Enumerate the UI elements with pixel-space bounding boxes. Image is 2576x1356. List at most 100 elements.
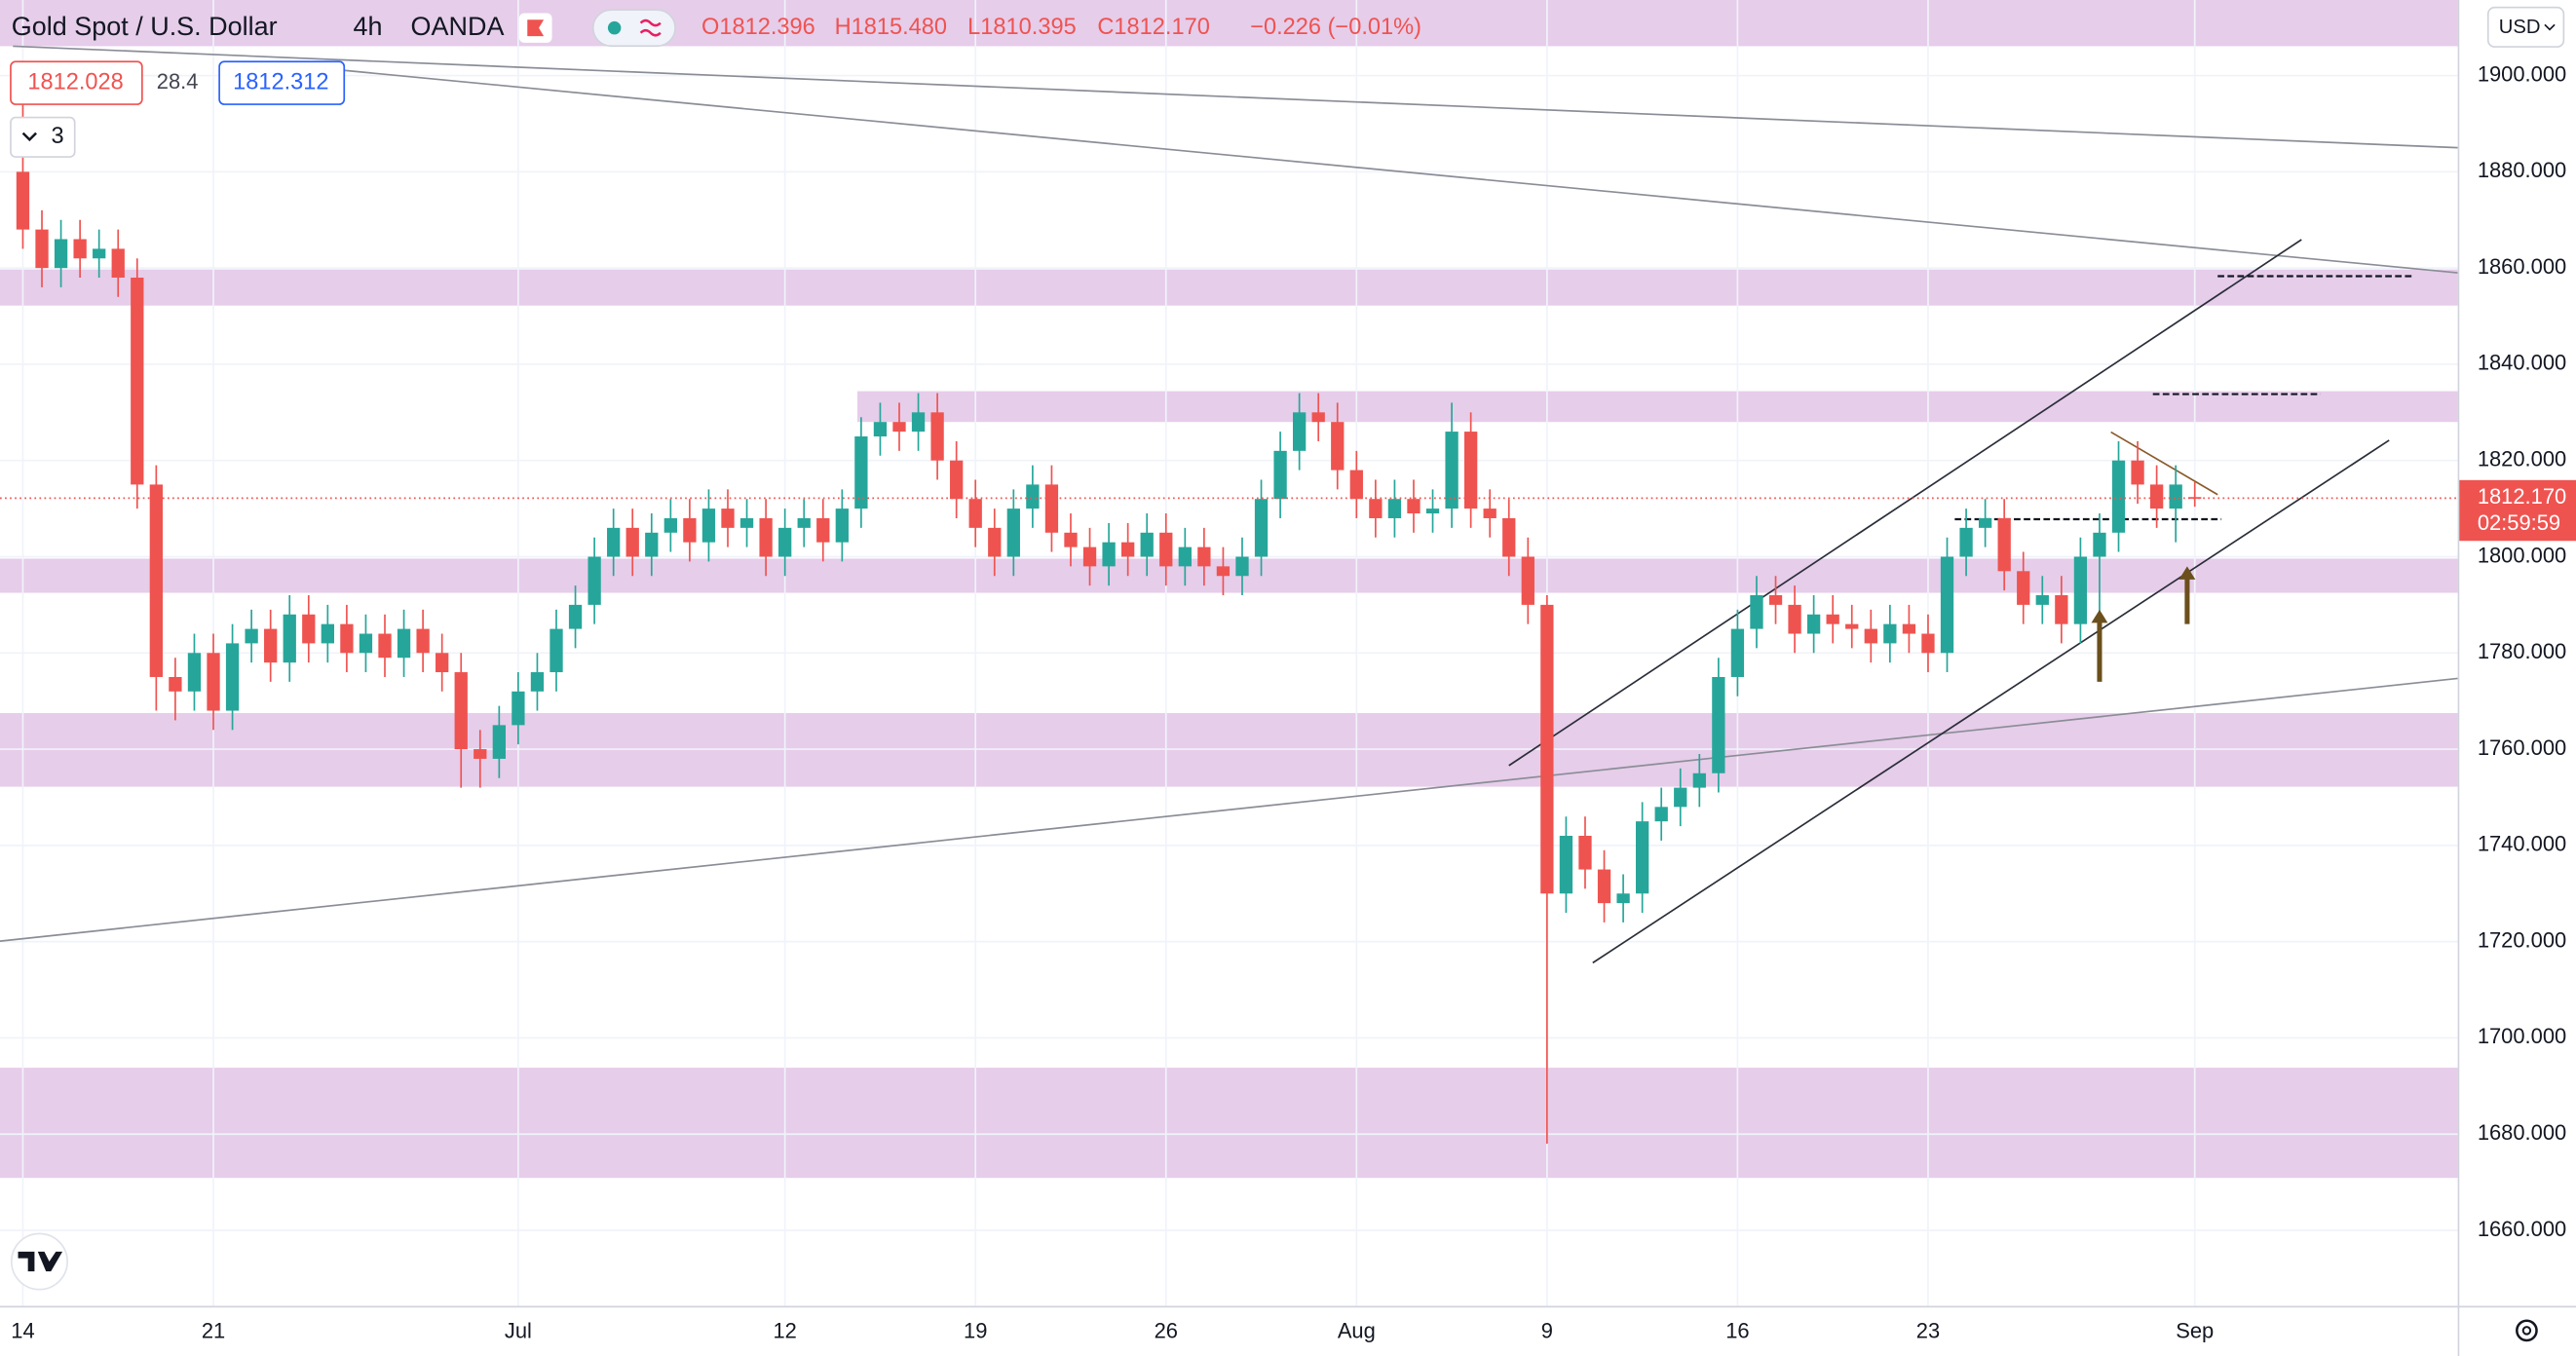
candle-body [111, 248, 125, 279]
candle-body [1235, 556, 1249, 577]
candle-body [397, 628, 411, 659]
candle-body [359, 633, 373, 654]
drawings [0, 45, 2458, 964]
candle-body [2111, 460, 2126, 533]
currency: USD [2499, 17, 2541, 38]
x-tick-label: 21 [202, 1318, 225, 1342]
ohlc-change: −0.226 (−0.01%) [1250, 15, 1421, 40]
y-tick-label: 1720.000 [2478, 927, 2566, 952]
candle-body [1254, 499, 1269, 557]
buy-button[interactable] [218, 60, 346, 105]
trend-line [0, 677, 2458, 942]
candles [16, 99, 2202, 1145]
candle-body [1578, 835, 1592, 870]
candle-body [416, 628, 430, 654]
candle-body [988, 527, 1002, 557]
candle-body [283, 614, 296, 663]
x-tick-label: 23 [1916, 1318, 1940, 1342]
y-tick-label: 1700.000 [2478, 1024, 2566, 1048]
candle-body [1750, 595, 1763, 629]
candle-body [968, 499, 982, 528]
indicator-count: 3 [51, 124, 63, 149]
candle-body [1978, 517, 1992, 528]
candle-body [511, 691, 525, 726]
candle-body [930, 412, 944, 461]
candle-body [454, 672, 468, 750]
flag-shape [527, 19, 545, 37]
candle-body [1273, 450, 1287, 500]
trend-line [13, 45, 2458, 149]
candle-body [1730, 628, 1745, 677]
status-pill[interactable] [591, 9, 676, 48]
candle-body [568, 604, 583, 629]
candle-body [2017, 571, 2030, 605]
candle-body [474, 749, 487, 759]
candle-body [1940, 556, 1954, 654]
overlay [0, 497, 2458, 682]
candle-body [340, 623, 354, 654]
candle-body [1883, 623, 1897, 644]
currency-button[interactable] [2486, 6, 2565, 48]
candle-body [1635, 821, 1649, 894]
x-tick-label: Jul [505, 1318, 532, 1342]
candle-body [1654, 807, 1668, 822]
candle-body [854, 436, 868, 509]
candle-body [1445, 432, 1458, 509]
candle-body [1502, 517, 1516, 557]
y-tick-label: 1680.000 [2478, 1120, 2566, 1145]
trend-line [1592, 439, 2390, 964]
candle-body [873, 422, 888, 437]
indicators-toggle[interactable] [10, 116, 76, 158]
sell-button[interactable] [10, 60, 143, 105]
ohlc-close: C1812.170 [1097, 15, 1209, 40]
y-tick-label: 1880.000 [2478, 158, 2566, 182]
candle-body [835, 508, 849, 543]
candle-body [1959, 527, 1973, 557]
candle-body [2073, 556, 2088, 624]
candle-body [1082, 546, 1097, 567]
candle-body [701, 508, 716, 543]
candle-body [245, 628, 258, 644]
tv-logo[interactable] [10, 1232, 68, 1291]
candle-body [1006, 508, 1020, 557]
candle-body [950, 460, 964, 500]
trend-line [327, 67, 2458, 274]
source: OANDA [411, 12, 505, 41]
candle-body [1407, 499, 1421, 514]
spread: 28.4 [157, 69, 199, 94]
candle-body [549, 628, 563, 673]
y-tick-label: 1900.000 [2478, 61, 2566, 86]
candle-body [797, 517, 811, 528]
candle-body [302, 614, 316, 644]
status-dot [607, 20, 622, 35]
candle-body [2131, 460, 2144, 485]
candle-body [225, 643, 240, 711]
wave-icon [639, 19, 662, 37]
candle-body [35, 229, 49, 269]
candle-body [1044, 484, 1059, 533]
candle-body [436, 653, 449, 673]
last-price-label: 1812.170 [2478, 484, 2566, 508]
x-tick-label: 19 [964, 1318, 987, 1342]
candle-body [1369, 499, 1383, 518]
arrow-head [2091, 609, 2108, 623]
x-tick-label: 9 [1541, 1318, 1553, 1342]
candle-body [2035, 595, 2049, 605]
candle-body [1102, 542, 1116, 567]
candle-body [1540, 604, 1554, 894]
candle-body [587, 556, 601, 605]
candle-body [1178, 546, 1192, 567]
candle-body [721, 508, 735, 528]
x-tick-label: 14 [11, 1318, 34, 1342]
chevron-icon [21, 132, 37, 142]
candle-body [663, 517, 677, 533]
candle-body [1159, 532, 1173, 567]
ask-price: 1812.312 [233, 69, 328, 94]
candle-body [683, 517, 697, 543]
y-tick-label: 1660.000 [2478, 1217, 2566, 1241]
x-tick-label: 12 [773, 1318, 796, 1342]
last-price-box [2459, 479, 2576, 542]
countdown: 02:59:59 [2478, 510, 2560, 535]
ohlc-open: O1812.396 [701, 15, 815, 40]
settings-gear[interactable] [2516, 1319, 2538, 1342]
